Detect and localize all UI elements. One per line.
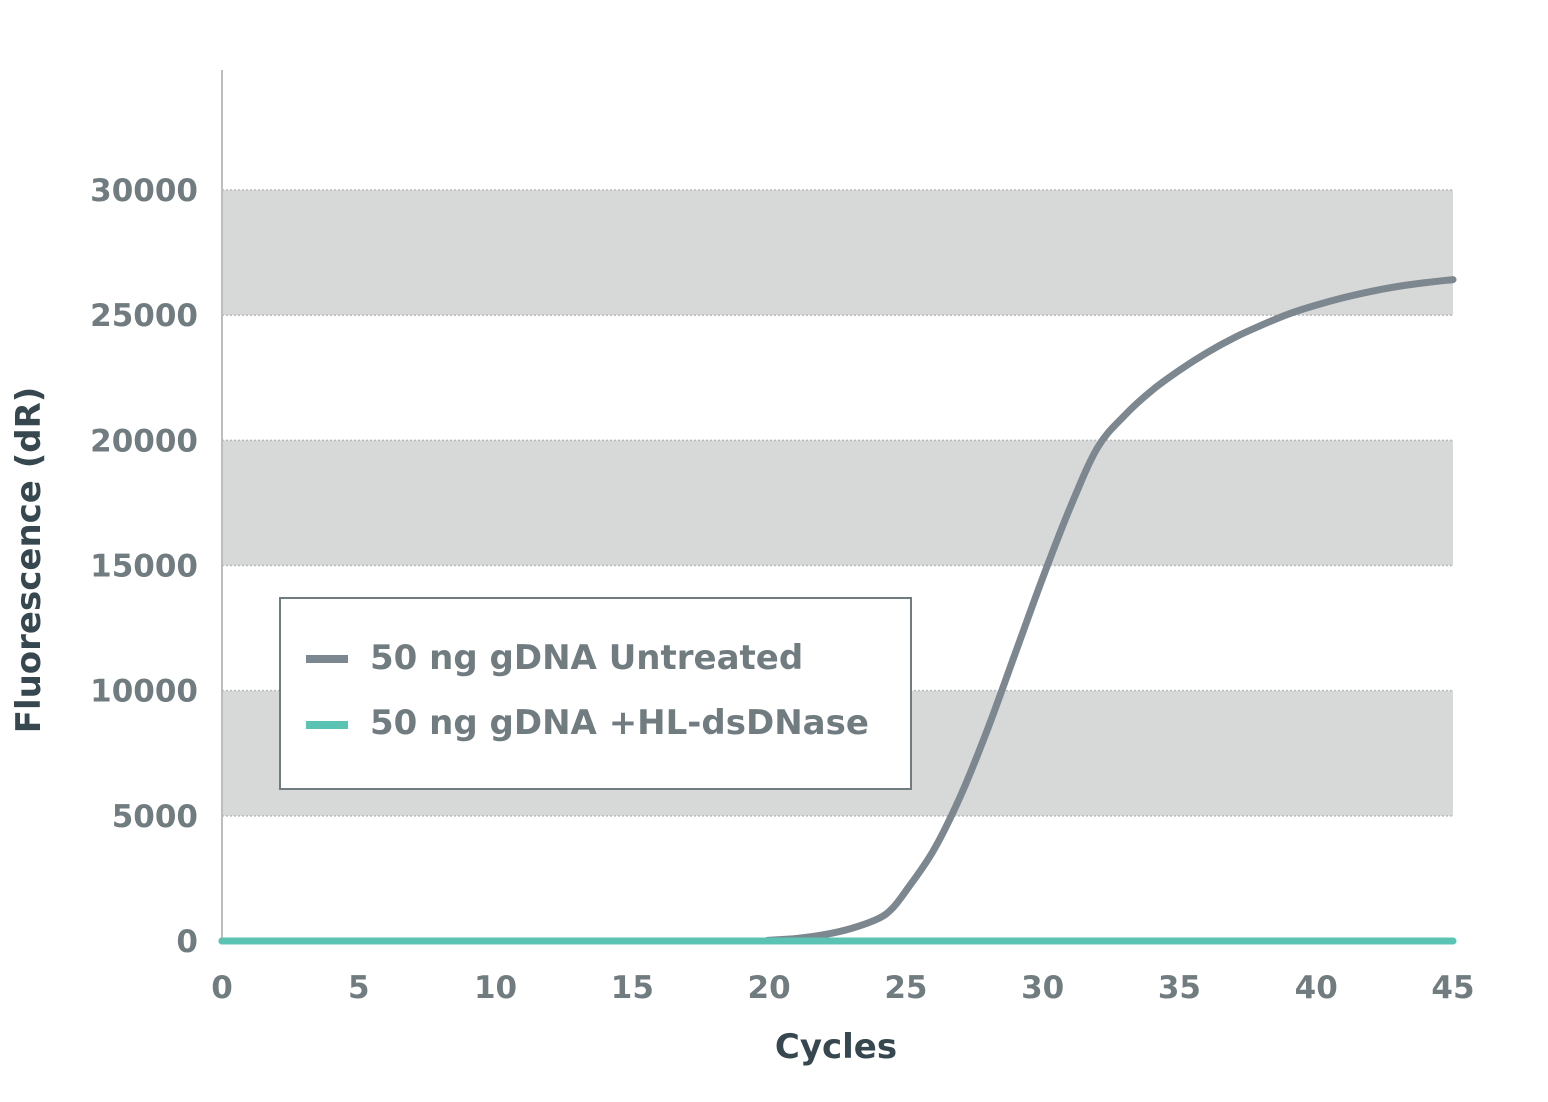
x-tick-labels: 0 5 10 15 20 25 30 35 40 45 — [211, 970, 1474, 1006]
y-tick-label: 0 — [176, 924, 198, 960]
x-tick-label: 10 — [474, 970, 517, 1006]
series-lines — [218, 276, 1457, 945]
y-tick-label: 5000 — [112, 799, 198, 835]
y-axis-title: Fluorescence (dR) — [9, 387, 49, 734]
x-tick-label: 30 — [1021, 970, 1064, 1006]
x-tick-label: 25 — [884, 970, 927, 1006]
y-tick-labels: 0 5000 10000 15000 20000 25000 30000 — [90, 173, 198, 960]
y-tick-label: 15000 — [90, 549, 198, 585]
x-tick-label: 20 — [748, 970, 791, 1006]
legend-box — [279, 597, 912, 790]
x-tick-label: 35 — [1158, 970, 1201, 1006]
legend: 50 ng gDNA Untreated 50 ng gDNA +HL-dsDN… — [279, 597, 912, 790]
legend-label-series-0: 50 ng gDNA Untreated — [370, 638, 803, 678]
x-tick-label: 0 — [211, 970, 233, 1006]
x-tick-label: 5 — [348, 970, 370, 1006]
x-tick-label: 40 — [1295, 970, 1338, 1006]
y-tick-label: 25000 — [90, 298, 198, 334]
grid-band — [222, 190, 1453, 316]
x-tick-label: 15 — [611, 970, 654, 1006]
x-axis-title: Cycles — [775, 1027, 897, 1067]
y-tick-label: 10000 — [90, 674, 198, 710]
y-tick-label: 20000 — [90, 423, 198, 459]
legend-label-series-1: 50 ng gDNA +HL-dsDNase — [370, 703, 869, 743]
y-tick-label: 30000 — [90, 173, 198, 209]
grid-band — [222, 440, 1453, 566]
x-tick-label: 45 — [1431, 970, 1474, 1006]
